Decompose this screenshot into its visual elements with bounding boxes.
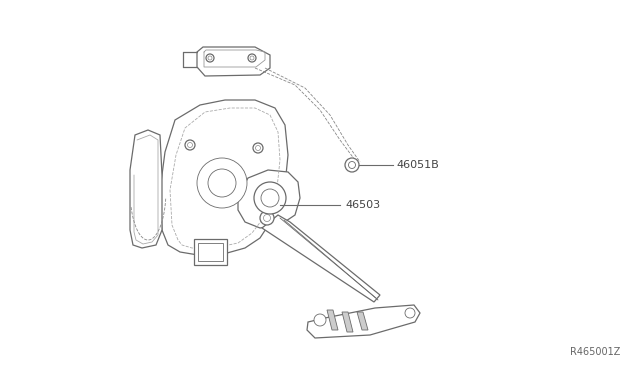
- Polygon shape: [130, 130, 162, 248]
- Circle shape: [264, 215, 271, 221]
- Circle shape: [405, 308, 415, 318]
- Circle shape: [261, 189, 279, 207]
- Polygon shape: [357, 312, 368, 330]
- Polygon shape: [160, 100, 288, 255]
- Circle shape: [250, 56, 254, 60]
- Circle shape: [188, 142, 193, 148]
- Circle shape: [253, 143, 263, 153]
- Polygon shape: [197, 47, 270, 76]
- Circle shape: [185, 140, 195, 150]
- Text: 46503: 46503: [345, 200, 380, 210]
- Circle shape: [345, 158, 359, 172]
- Circle shape: [254, 182, 286, 214]
- Circle shape: [208, 169, 236, 197]
- Circle shape: [206, 54, 214, 62]
- Polygon shape: [307, 305, 420, 338]
- Polygon shape: [238, 170, 300, 228]
- Circle shape: [197, 158, 247, 208]
- Circle shape: [260, 211, 274, 225]
- Polygon shape: [327, 310, 338, 330]
- Circle shape: [248, 54, 256, 62]
- Circle shape: [208, 56, 212, 60]
- Circle shape: [255, 145, 260, 151]
- Polygon shape: [262, 215, 380, 302]
- Polygon shape: [342, 312, 353, 332]
- Circle shape: [314, 314, 326, 326]
- Circle shape: [349, 161, 355, 169]
- Bar: [198, 243, 223, 261]
- Text: R465001Z: R465001Z: [570, 347, 620, 357]
- Text: 46051B: 46051B: [396, 160, 439, 170]
- Bar: [194, 239, 227, 265]
